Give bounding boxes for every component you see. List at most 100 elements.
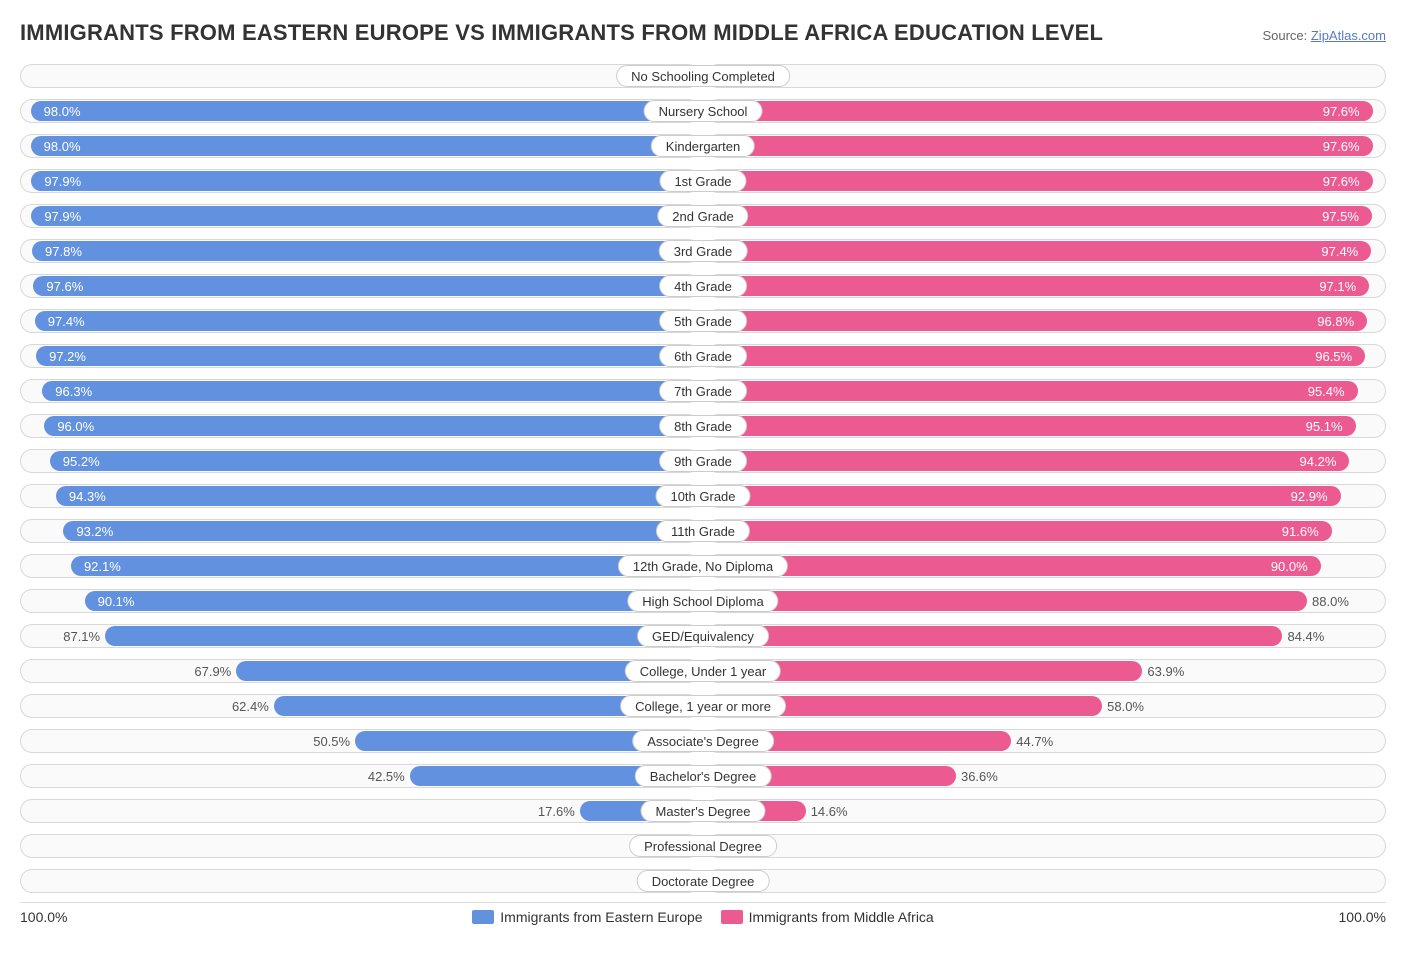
category-label: 11th Grade: [656, 520, 750, 542]
bar-right: [706, 276, 1369, 296]
pct-left: 17.6%: [538, 797, 583, 825]
category-label: 5th Grade: [659, 310, 747, 332]
bar-right: [706, 451, 1349, 471]
table-row: 50.5%44.7%Associate's Degree: [20, 727, 1386, 755]
pct-right: 14.6%: [803, 797, 848, 825]
bar-left: [32, 241, 700, 261]
bar-left: [35, 311, 700, 331]
bar-right: [706, 171, 1373, 191]
table-row: 95.2%94.2%9th Grade: [20, 447, 1386, 475]
bar-right: [706, 416, 1356, 436]
track-left: [20, 834, 700, 858]
table-row: 97.6%97.1%4th Grade: [20, 272, 1386, 300]
source-link[interactable]: ZipAtlas.com: [1311, 28, 1386, 43]
table-row: 97.8%97.4%3rd Grade: [20, 237, 1386, 265]
table-row: 17.6% 14.6% Master's Degree: [20, 797, 1386, 825]
category-label: 4th Grade: [659, 275, 747, 297]
bar-left: [85, 591, 700, 611]
table-row: 97.9%97.6%1st Grade: [20, 167, 1386, 195]
bar-left: [56, 486, 700, 506]
table-row: 93.2%91.6%11th Grade: [20, 517, 1386, 545]
category-label: 7th Grade: [659, 380, 747, 402]
bar-right: [706, 556, 1321, 576]
bar-left: [50, 451, 700, 471]
bar-left: [31, 136, 700, 156]
pct-right: 88.0%: [1304, 587, 1349, 615]
pct-left: 87.1%: [63, 622, 108, 650]
bar-left: [105, 626, 700, 646]
table-row: 2.0%2.4%No Schooling Completed: [20, 62, 1386, 90]
table-row: 62.4%58.0%College, 1 year or more: [20, 692, 1386, 720]
category-label: 12th Grade, No Diploma: [618, 555, 788, 577]
legend-label-left: Immigrants from Eastern Europe: [500, 909, 702, 925]
category-label: 6th Grade: [659, 345, 747, 367]
pct-right: 97.6%: [1323, 167, 1370, 195]
category-label: College, 1 year or more: [620, 695, 786, 717]
track-left: [20, 869, 700, 893]
category-label: Nursery School: [644, 100, 763, 122]
bar-left: [63, 521, 700, 541]
pct-right: 84.4%: [1279, 622, 1324, 650]
category-label: High School Diploma: [627, 590, 778, 612]
table-row: 97.2%96.5%6th Grade: [20, 342, 1386, 370]
pct-right: 96.5%: [1315, 342, 1362, 370]
bar-right: [706, 241, 1371, 261]
pct-left: 42.5%: [368, 762, 413, 790]
pct-right: 97.5%: [1322, 202, 1369, 230]
category-label: Doctorate Degree: [637, 870, 770, 892]
table-row: 97.9% 97.5% 2nd Grade: [20, 202, 1386, 230]
legend-item-left: Immigrants from Eastern Europe: [472, 909, 702, 925]
table-row: 87.1% 84.4% GED/Equivalency: [20, 622, 1386, 650]
pct-right: 97.6%: [1323, 97, 1370, 125]
legend-swatch-right: [721, 910, 743, 924]
track-right: [706, 64, 1386, 88]
chart-title: IMMIGRANTS FROM EASTERN EUROPE VS IMMIGR…: [20, 20, 1103, 46]
diverging-bar-chart: 2.0%2.4%No Schooling Completed 98.0% 97.6%…: [20, 62, 1386, 895]
table-row: 94.3%92.9%10th Grade: [20, 482, 1386, 510]
pct-left: 98.0%: [34, 132, 81, 160]
track-left: [20, 64, 700, 88]
pct-left: 97.4%: [38, 307, 85, 335]
bar-right: [706, 486, 1341, 506]
bar-right: [706, 521, 1332, 541]
category-label: Kindergarten: [651, 135, 755, 157]
pct-right: 95.4%: [1308, 377, 1355, 405]
table-row: 97.4%96.8%5th Grade: [20, 307, 1386, 335]
bar-left: [71, 556, 700, 576]
pct-left: 92.1%: [74, 552, 121, 580]
legend-swatch-left: [472, 910, 494, 924]
bar-left: [44, 416, 700, 436]
bar-right: [706, 206, 1372, 226]
category-label: GED/Equivalency: [637, 625, 769, 647]
bar-right: [706, 101, 1373, 121]
pct-left: 50.5%: [313, 727, 358, 755]
pct-left: 97.9%: [34, 202, 81, 230]
pct-right: 58.0%: [1099, 692, 1144, 720]
track-right: [706, 834, 1386, 858]
category-label: Associate's Degree: [632, 730, 774, 752]
pct-right: 63.9%: [1139, 657, 1184, 685]
pct-left: 97.8%: [35, 237, 82, 265]
bar-right: [706, 381, 1358, 401]
category-label: 8th Grade: [659, 415, 747, 437]
category-label: 10th Grade: [655, 485, 750, 507]
category-label: Master's Degree: [641, 800, 766, 822]
track-right: [706, 869, 1386, 893]
pct-right: 97.6%: [1323, 132, 1370, 160]
pct-right: 36.6%: [953, 762, 998, 790]
category-label: 9th Grade: [659, 450, 747, 472]
category-label: No Schooling Completed: [616, 65, 790, 87]
legend-label-right: Immigrants from Middle Africa: [749, 909, 934, 925]
pct-left: 90.1%: [88, 587, 135, 615]
bar-left: [33, 276, 700, 296]
category-label: 2nd Grade: [657, 205, 748, 227]
category-label: College, Under 1 year: [625, 660, 781, 682]
table-row: 2.1%1.9%Doctorate Degree: [20, 867, 1386, 895]
pct-left: 67.9%: [194, 657, 239, 685]
category-label: 1st Grade: [659, 170, 746, 192]
table-row: 98.0%97.6%Nursery School: [20, 97, 1386, 125]
legend-item-right: Immigrants from Middle Africa: [721, 909, 934, 925]
pct-left: 93.2%: [66, 517, 113, 545]
table-row: 67.9% 63.9% College, Under 1 year: [20, 657, 1386, 685]
bar-right: [706, 136, 1373, 156]
